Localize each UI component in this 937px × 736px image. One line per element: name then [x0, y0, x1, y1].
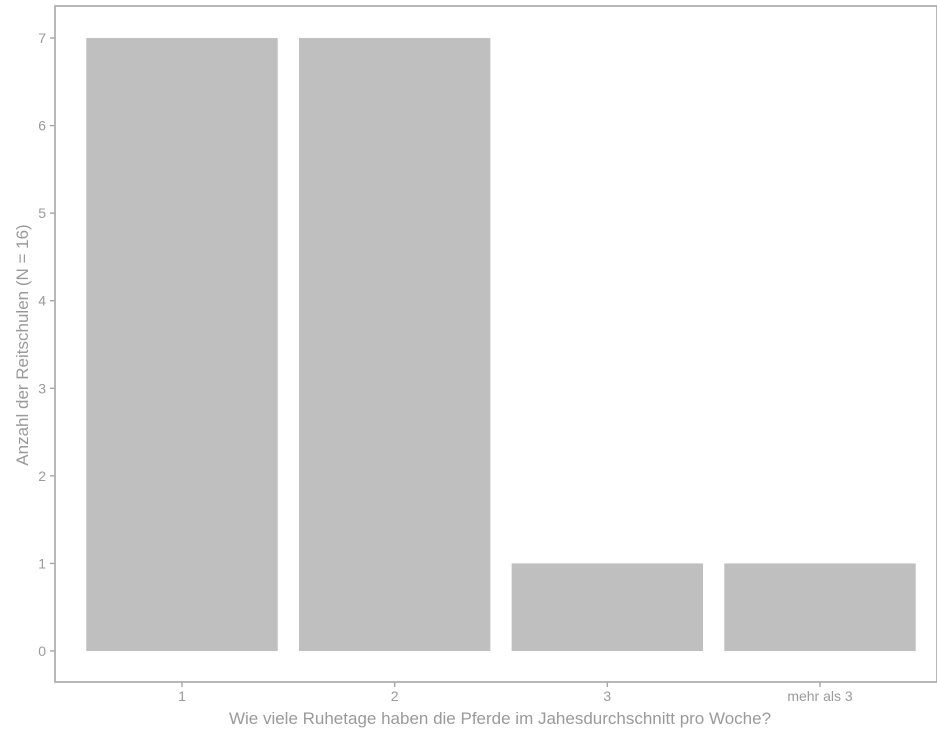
bar-2 [298, 38, 491, 651]
x-axis-title: Wie viele Ruhetage haben die Pferde im J… [229, 709, 771, 728]
y-tick-label: 1 [38, 555, 46, 571]
y-tick-label: 7 [38, 30, 46, 46]
y-axis-title: Anzahl der Reitschulen (N = 16) [13, 224, 32, 465]
y-tick-label: 4 [38, 293, 46, 309]
bar-1 [86, 38, 278, 651]
bar-3 [511, 563, 704, 651]
y-tick-label: 2 [38, 468, 46, 484]
y-tick-label: 5 [38, 205, 46, 221]
x-tick-label: 3 [603, 688, 611, 704]
x-tick-label: mehr als 3 [787, 688, 853, 704]
y-tick-label: 0 [38, 643, 46, 659]
x-tick-label: 1 [178, 688, 186, 704]
bar-mehr-als-3 [724, 563, 916, 651]
x-tick-label: 2 [391, 688, 399, 704]
y-tick-label: 6 [38, 118, 46, 134]
x-axis-ticks: 1 2 3 mehr als 3 [178, 682, 853, 704]
panel-border [54, 5, 937, 683]
y-tick-label: 3 [38, 380, 46, 396]
bars [86, 38, 916, 651]
y-axis-ticks: 0 1 2 3 4 5 6 7 [38, 30, 55, 659]
